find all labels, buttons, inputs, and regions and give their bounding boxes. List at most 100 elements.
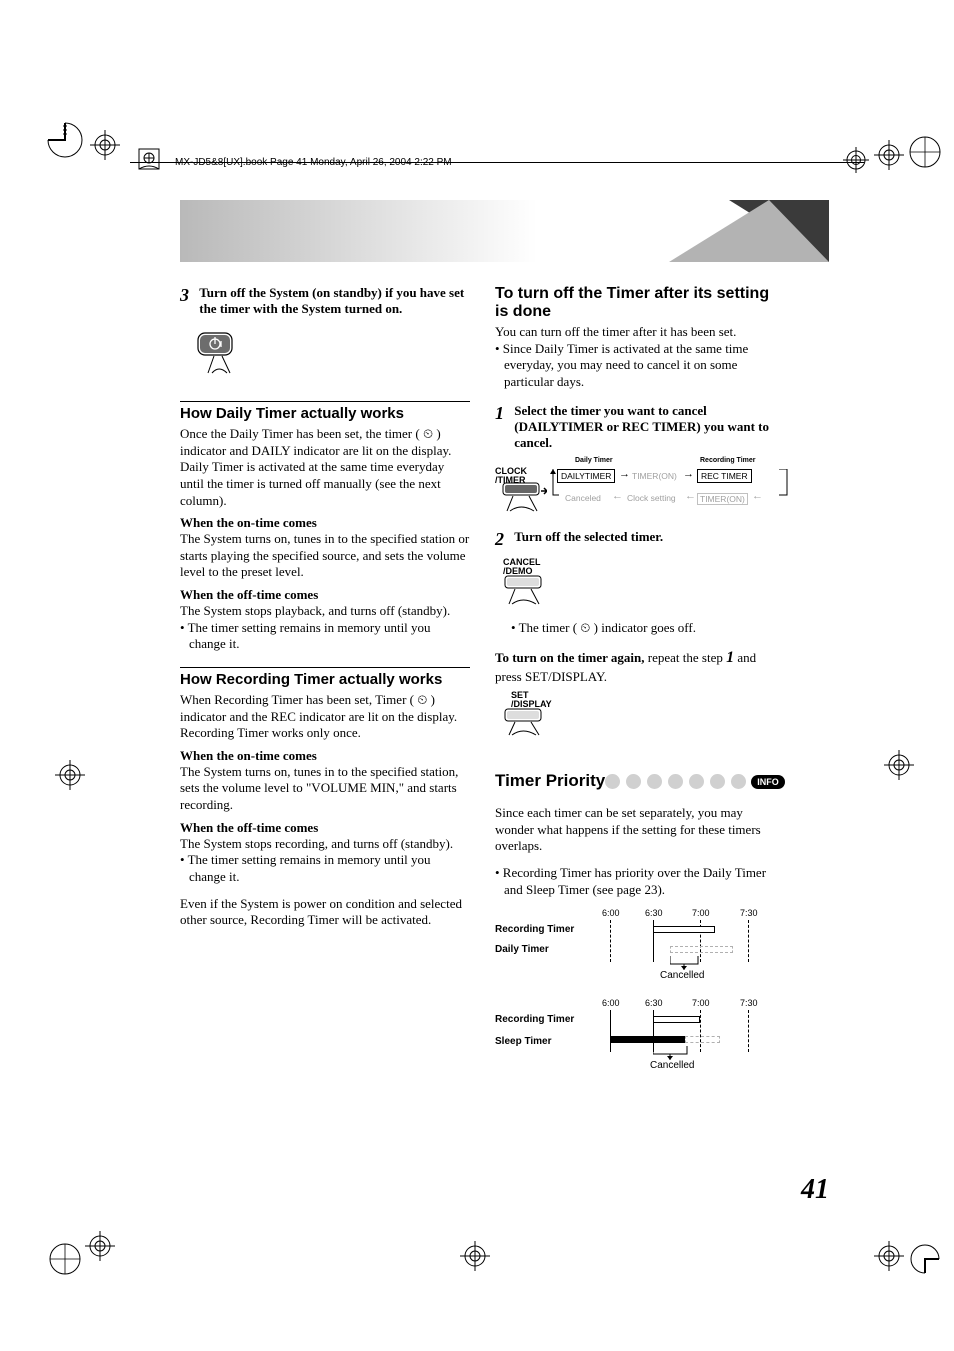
timer-priority-banner: Timer Priority INFO bbox=[495, 771, 785, 795]
text-fragment: repeat the step bbox=[645, 650, 727, 665]
flow-node-clocksetting-gray: Clock setting bbox=[627, 493, 676, 503]
subheading: When the on-time comes bbox=[180, 748, 470, 764]
register-hole-bottom-right bbox=[908, 1242, 942, 1276]
body-text: The System turns on, tunes in to the spe… bbox=[180, 531, 470, 581]
flow-label: Daily Timer bbox=[575, 457, 613, 464]
rec-timer-bar bbox=[653, 1016, 700, 1023]
register-hole-bottom-left bbox=[48, 1242, 82, 1276]
flow-node-rectimer: REC TIMER bbox=[697, 469, 752, 483]
cancel-bracket-icon bbox=[670, 956, 700, 970]
section-heading-daily: How Daily Timer actually works bbox=[180, 401, 470, 422]
dot-icon bbox=[710, 774, 725, 789]
chart-row-label: Sleep Timer bbox=[495, 1036, 552, 1047]
registration-mark-icon bbox=[460, 1241, 490, 1271]
tick-line bbox=[700, 1010, 701, 1052]
flow-label: Recording Timer bbox=[700, 457, 756, 464]
register-hole-top-right bbox=[908, 135, 942, 169]
registration-mark-icon bbox=[874, 1241, 904, 1271]
flow-node-timeron-box-gray: TIMER(ON) bbox=[697, 493, 748, 505]
registration-mark-icon bbox=[843, 147, 869, 173]
set-display-button-diagram: SET/DISPLAY bbox=[503, 691, 573, 747]
time-label: 7:30 bbox=[740, 908, 758, 918]
time-label: 7:00 bbox=[692, 998, 710, 1008]
dot-icon bbox=[731, 774, 746, 789]
section-heading-recording: How Recording Timer actually works bbox=[180, 667, 470, 688]
subheading: When the off-time comes bbox=[180, 587, 470, 603]
dot-icon bbox=[647, 774, 662, 789]
step-text: Select the timer you want to cancel (DAI… bbox=[514, 403, 782, 451]
flow-node-canceled-gray: Canceled bbox=[565, 493, 601, 503]
arrow-right-icon: → bbox=[683, 469, 694, 480]
timer-priority-chart: 6:00 6:30 7:00 7:30 Recording Timer Dail… bbox=[495, 908, 785, 1108]
body-text: Even if the System is power on condition… bbox=[180, 896, 470, 929]
tick-line bbox=[748, 920, 749, 962]
time-label: 7:00 bbox=[692, 908, 710, 918]
flow-node-dailytimer: DAILYTIMER bbox=[557, 469, 615, 483]
time-label: 6:00 bbox=[602, 908, 620, 918]
flow-node-timeron-gray: TIMER(ON) bbox=[632, 471, 677, 481]
power-button-diagram bbox=[194, 329, 470, 387]
rec-timer-bar bbox=[653, 926, 715, 933]
registration-mark-icon bbox=[90, 130, 120, 160]
step-ref: 1 bbox=[726, 649, 734, 666]
cancel-bracket-icon bbox=[653, 1046, 689, 1060]
cancel-demo-button-diagram: CANCEL/DEMO bbox=[503, 558, 573, 616]
register-hole-top-left bbox=[45, 120, 85, 160]
bold-fragment: To turn on the timer again, bbox=[495, 650, 645, 665]
body-text: When Recording Timer has been set, Timer… bbox=[180, 692, 470, 742]
turn-on-again-text: To turn on the timer again, repeat the s… bbox=[495, 648, 785, 685]
bullet-text: • The timer setting remains in memory un… bbox=[180, 852, 470, 885]
body-text: The System stops playback, and turns off… bbox=[180, 603, 470, 620]
info-badge: INFO bbox=[751, 775, 785, 789]
step-1: 1 Select the timer you want to cancel (D… bbox=[495, 403, 785, 451]
arrow-left-icon: ← bbox=[752, 491, 763, 502]
body-text: Once the Daily Timer has been set, the t… bbox=[180, 426, 470, 509]
registration-mark-icon bbox=[874, 140, 904, 170]
dot-icon bbox=[626, 774, 641, 789]
registration-mark-icon bbox=[884, 750, 914, 780]
step-text: Turn off the selected timer. bbox=[514, 529, 784, 545]
subheading: When the off-time comes bbox=[180, 820, 470, 836]
right-column: To turn off the Timer after its setting … bbox=[495, 285, 785, 1108]
cancelled-label: Cancelled bbox=[650, 1060, 694, 1071]
registration-mark-icon bbox=[55, 760, 85, 790]
arrow-left-icon: ← bbox=[612, 491, 623, 502]
left-column: 3 Turn off the System (on standby) if yo… bbox=[180, 285, 470, 929]
time-label: 6:00 bbox=[602, 998, 620, 1008]
bullet-text: • Recording Timer has priority over the … bbox=[495, 865, 785, 898]
sleep-timer-bar-dashed bbox=[685, 1036, 720, 1043]
page-number: 41 bbox=[801, 1174, 829, 1206]
tick-line bbox=[610, 920, 611, 962]
subheading: When the on-time comes bbox=[180, 515, 470, 531]
pdf-book-icon bbox=[135, 145, 163, 173]
daily-timer-bar bbox=[670, 946, 733, 953]
body-text: • The timer ( ⏲ ) indicator goes off. bbox=[511, 620, 785, 637]
step-3: 3 Turn off the System (on standby) if yo… bbox=[180, 285, 470, 317]
time-label: 7:30 bbox=[740, 998, 758, 1008]
step-number: 1 bbox=[495, 403, 511, 424]
registration-mark-icon bbox=[85, 1231, 115, 1261]
body-text: Since each timer can be set separately, … bbox=[495, 805, 785, 855]
body-text: The System stops recording, and turns of… bbox=[180, 836, 470, 853]
chart-row-label: Daily Timer bbox=[495, 944, 549, 955]
pdf-header-text: MX-JD5&8[UX].book Page 41 Monday, April … bbox=[175, 157, 452, 168]
step-2: 2 Turn off the selected timer. bbox=[495, 529, 785, 550]
timer-priority-heading: Timer Priority bbox=[495, 771, 605, 791]
arrow-right-icon: → bbox=[619, 469, 630, 480]
dot-row bbox=[605, 774, 746, 789]
dot-icon bbox=[668, 774, 683, 789]
bullet-text: • Since Daily Timer is activated at the … bbox=[495, 341, 785, 391]
tick-line bbox=[748, 1010, 749, 1052]
timer-flow-diagram: CLOCK/TIMER Daily Timer Recording Timer … bbox=[495, 457, 785, 523]
chart-row-label: Recording Timer bbox=[495, 1014, 574, 1025]
time-label: 6:30 bbox=[645, 908, 663, 918]
step-number: 2 bbox=[495, 529, 511, 550]
chart-row-label: Recording Timer bbox=[495, 924, 574, 935]
remote-button-icon bbox=[501, 481, 541, 503]
body-text: You can turn off the timer after it has … bbox=[495, 324, 785, 341]
time-label: 6:30 bbox=[645, 998, 663, 1008]
step-text: Turn off the System (on standby) if you … bbox=[199, 285, 469, 317]
body-text: The System turns on, tunes in to the spe… bbox=[180, 764, 470, 814]
tick-line bbox=[610, 1010, 611, 1052]
bullet-text: • The timer setting remains in memory un… bbox=[180, 620, 470, 653]
